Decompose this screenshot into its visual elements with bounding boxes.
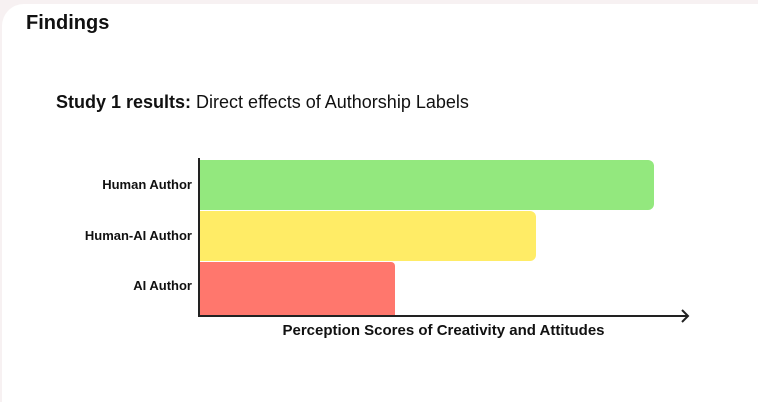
- category-label-human: Human Author: [102, 177, 192, 192]
- bar-ai-author: [199, 262, 395, 315]
- section-title: Findings: [26, 12, 110, 34]
- x-axis-line: [198, 315, 687, 317]
- subtitle-bold: Study 1 results:: [56, 92, 192, 112]
- y-axis-line: [198, 158, 200, 317]
- subtitle-rest: Direct effects of Authorship Labels: [191, 92, 469, 112]
- category-label-human-ai: Human-AI Author: [84, 228, 192, 243]
- x-axis-arrow-icon: [681, 309, 690, 323]
- x-axis-label: Perception Scores of Creativity and Atti…: [282, 322, 605, 339]
- category-label-ai: AI Author: [133, 278, 192, 293]
- bar-human-ai-author: [199, 211, 536, 261]
- chart-subtitle: Study 1 results: Direct effects of Autho…: [56, 92, 469, 113]
- bar-human-author: [199, 160, 654, 210]
